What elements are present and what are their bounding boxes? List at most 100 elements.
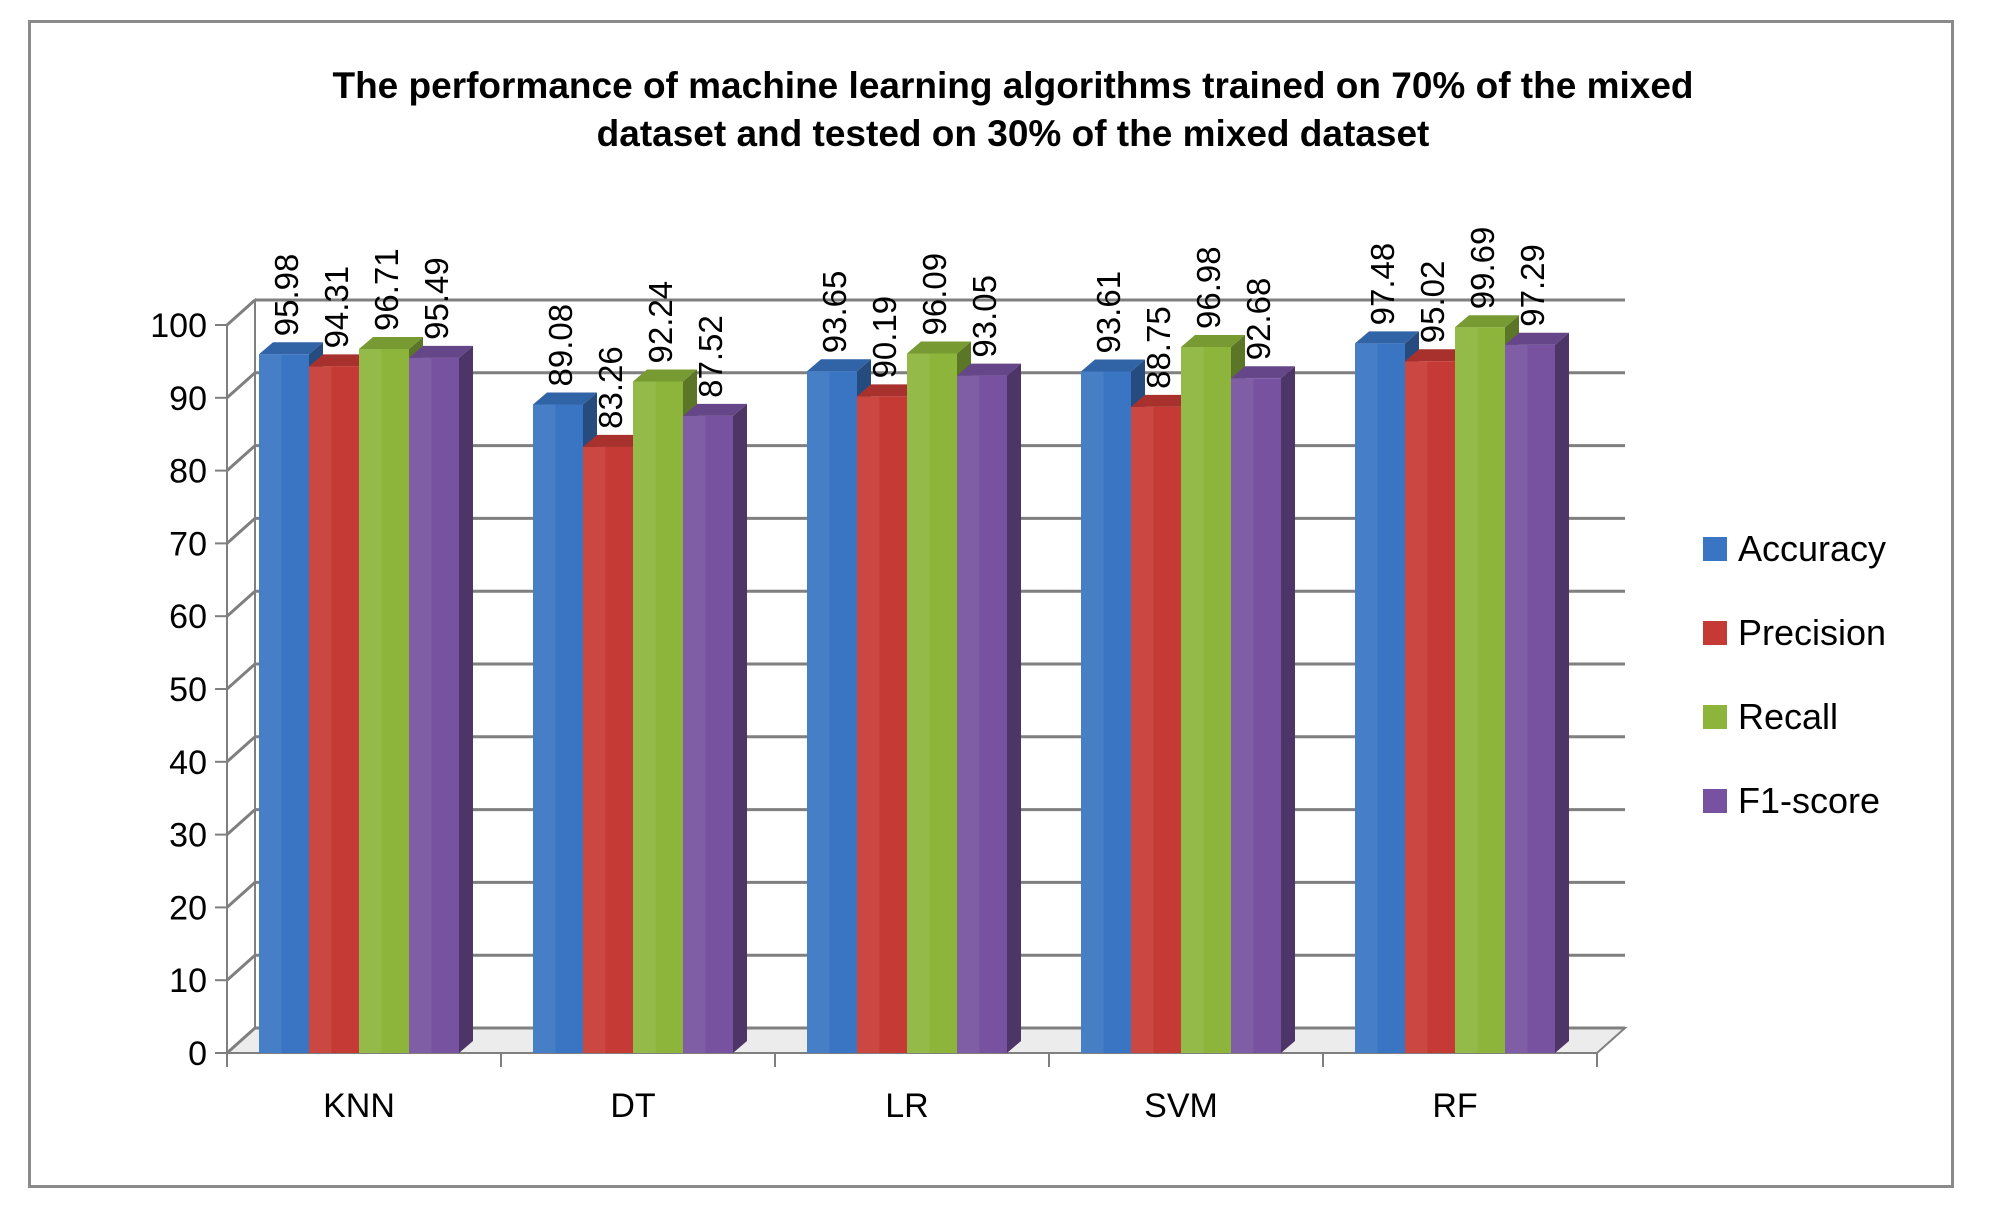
gridline-side (226, 590, 256, 618)
bar-chart: The performance of machine learning algo… (150, 65, 1886, 1125)
y-tick-label: 10 (169, 962, 207, 1000)
legend-label: F1-score (1738, 780, 1880, 821)
bars (259, 315, 1569, 1054)
bar-highlight (857, 396, 880, 1053)
data-label: 89.08 (542, 304, 579, 387)
bar-highlight (409, 357, 432, 1054)
gridline-side (226, 808, 256, 836)
legend-swatch (1703, 789, 1727, 813)
data-label: 93.65 (816, 271, 853, 354)
legend: Accuracy Precision Recall F1-score (1703, 528, 1886, 821)
bar-top (259, 342, 323, 355)
bar-top (1181, 334, 1245, 347)
bar-highlight (807, 371, 830, 1053)
legend-item-precision: Precision (1703, 612, 1886, 653)
data-label: 88.75 (1140, 306, 1177, 389)
gridline-side (226, 298, 256, 327)
bar-top (409, 345, 473, 358)
legend-item-recall: Recall (1703, 696, 1838, 737)
gridline-side (226, 735, 256, 763)
bar-highlight (1455, 327, 1478, 1053)
x-category-label: SVM (1144, 1087, 1218, 1125)
data-label: 97.29 (1514, 244, 1551, 327)
data-label: 95.49 (418, 257, 455, 340)
gridline-side (226, 1026, 256, 1055)
bar-top (683, 403, 747, 416)
chart-frame: The performance of machine learning algo… (28, 20, 1954, 1188)
legend-label: Accuracy (1738, 528, 1886, 569)
bar-f1-score-lr (957, 363, 1021, 1053)
bar-highlight (633, 381, 656, 1053)
bar-side (459, 345, 473, 1054)
data-label: 94.31 (318, 266, 355, 349)
data-label: 92.24 (642, 281, 679, 364)
y-tick-label: 30 (169, 817, 207, 855)
legend-label: Recall (1738, 696, 1838, 737)
bar-top (533, 392, 597, 405)
legend-swatch (1703, 705, 1727, 729)
gridline-side (226, 662, 256, 691)
gridline-side (226, 954, 256, 982)
legend-label: Precision (1738, 612, 1886, 653)
bar-top (633, 369, 697, 382)
bar-top (807, 359, 871, 372)
y-tick-label: 50 (169, 671, 207, 709)
bar-side (1281, 366, 1295, 1053)
legend-item-f1-score: F1-score (1703, 780, 1880, 821)
x-category-label: LR (885, 1087, 928, 1125)
y-tick-label: 20 (169, 889, 207, 927)
y-tick-label: 80 (169, 453, 207, 491)
chart-title: The performance of machine learning algo… (332, 65, 1693, 154)
bar-highlight (1505, 344, 1528, 1054)
data-labels: 95.98 94.31 96.71 95.49 89.08 83.26 92.24 87.52… (268, 227, 1551, 429)
bar-highlight (957, 375, 980, 1053)
bar-highlight (1181, 346, 1204, 1053)
bar-highlight (1131, 406, 1154, 1053)
gridline-side (226, 371, 256, 399)
x-category-label: DT (610, 1087, 655, 1125)
bar-f1-score-rf (1505, 332, 1569, 1054)
bar-top (309, 354, 373, 367)
bar-highlight (359, 348, 382, 1054)
bar-top (1231, 366, 1295, 379)
x-category-label: KNN (323, 1087, 395, 1125)
bar-top (1081, 359, 1145, 372)
y-tick-label: 40 (169, 744, 207, 782)
bar-f1-score-dt (683, 403, 747, 1054)
gridline-side (226, 444, 256, 472)
y-tick-label: 90 (169, 380, 207, 418)
data-label: 83.26 (592, 346, 629, 429)
y-tick-label: 60 (169, 598, 207, 636)
y-tick-label: 70 (169, 525, 207, 563)
x-category-label: RF (1432, 1087, 1477, 1125)
gridline-side (226, 517, 256, 545)
data-label: 93.61 (1090, 271, 1127, 354)
bar-highlight (309, 366, 332, 1053)
data-label: 96.09 (916, 253, 953, 336)
legend-item-accuracy: Accuracy (1703, 528, 1886, 569)
data-label: 95.02 (1414, 261, 1451, 344)
chart-title-line-1: The performance of machine learning algo… (332, 65, 1693, 106)
x-axis: KNN DT LR SVM RF (226, 1052, 1598, 1125)
bar-highlight (259, 354, 282, 1053)
data-label: 99.69 (1464, 227, 1501, 310)
bar-top (1405, 349, 1469, 362)
y-tick-label: 100 (150, 307, 207, 345)
data-label: 96.98 (1190, 246, 1227, 329)
data-label: 87.52 (692, 315, 729, 398)
bar-top (583, 434, 647, 447)
data-label: 96.71 (368, 248, 405, 331)
bar-top (1455, 315, 1519, 328)
data-label: 93.05 (966, 275, 1003, 358)
bar-f1-score-knn (409, 345, 473, 1054)
gridline-side (226, 881, 256, 909)
bar-side (733, 403, 747, 1054)
y-tick-label: 0 (188, 1035, 207, 1073)
bar-highlight (583, 446, 606, 1053)
bar-highlight (1231, 378, 1254, 1053)
data-label: 92.68 (1240, 278, 1277, 361)
bar-highlight (533, 404, 556, 1054)
bar-highlight (1405, 361, 1428, 1053)
bar-f1-score-svm (1231, 366, 1295, 1053)
data-label: 90.19 (866, 296, 903, 379)
